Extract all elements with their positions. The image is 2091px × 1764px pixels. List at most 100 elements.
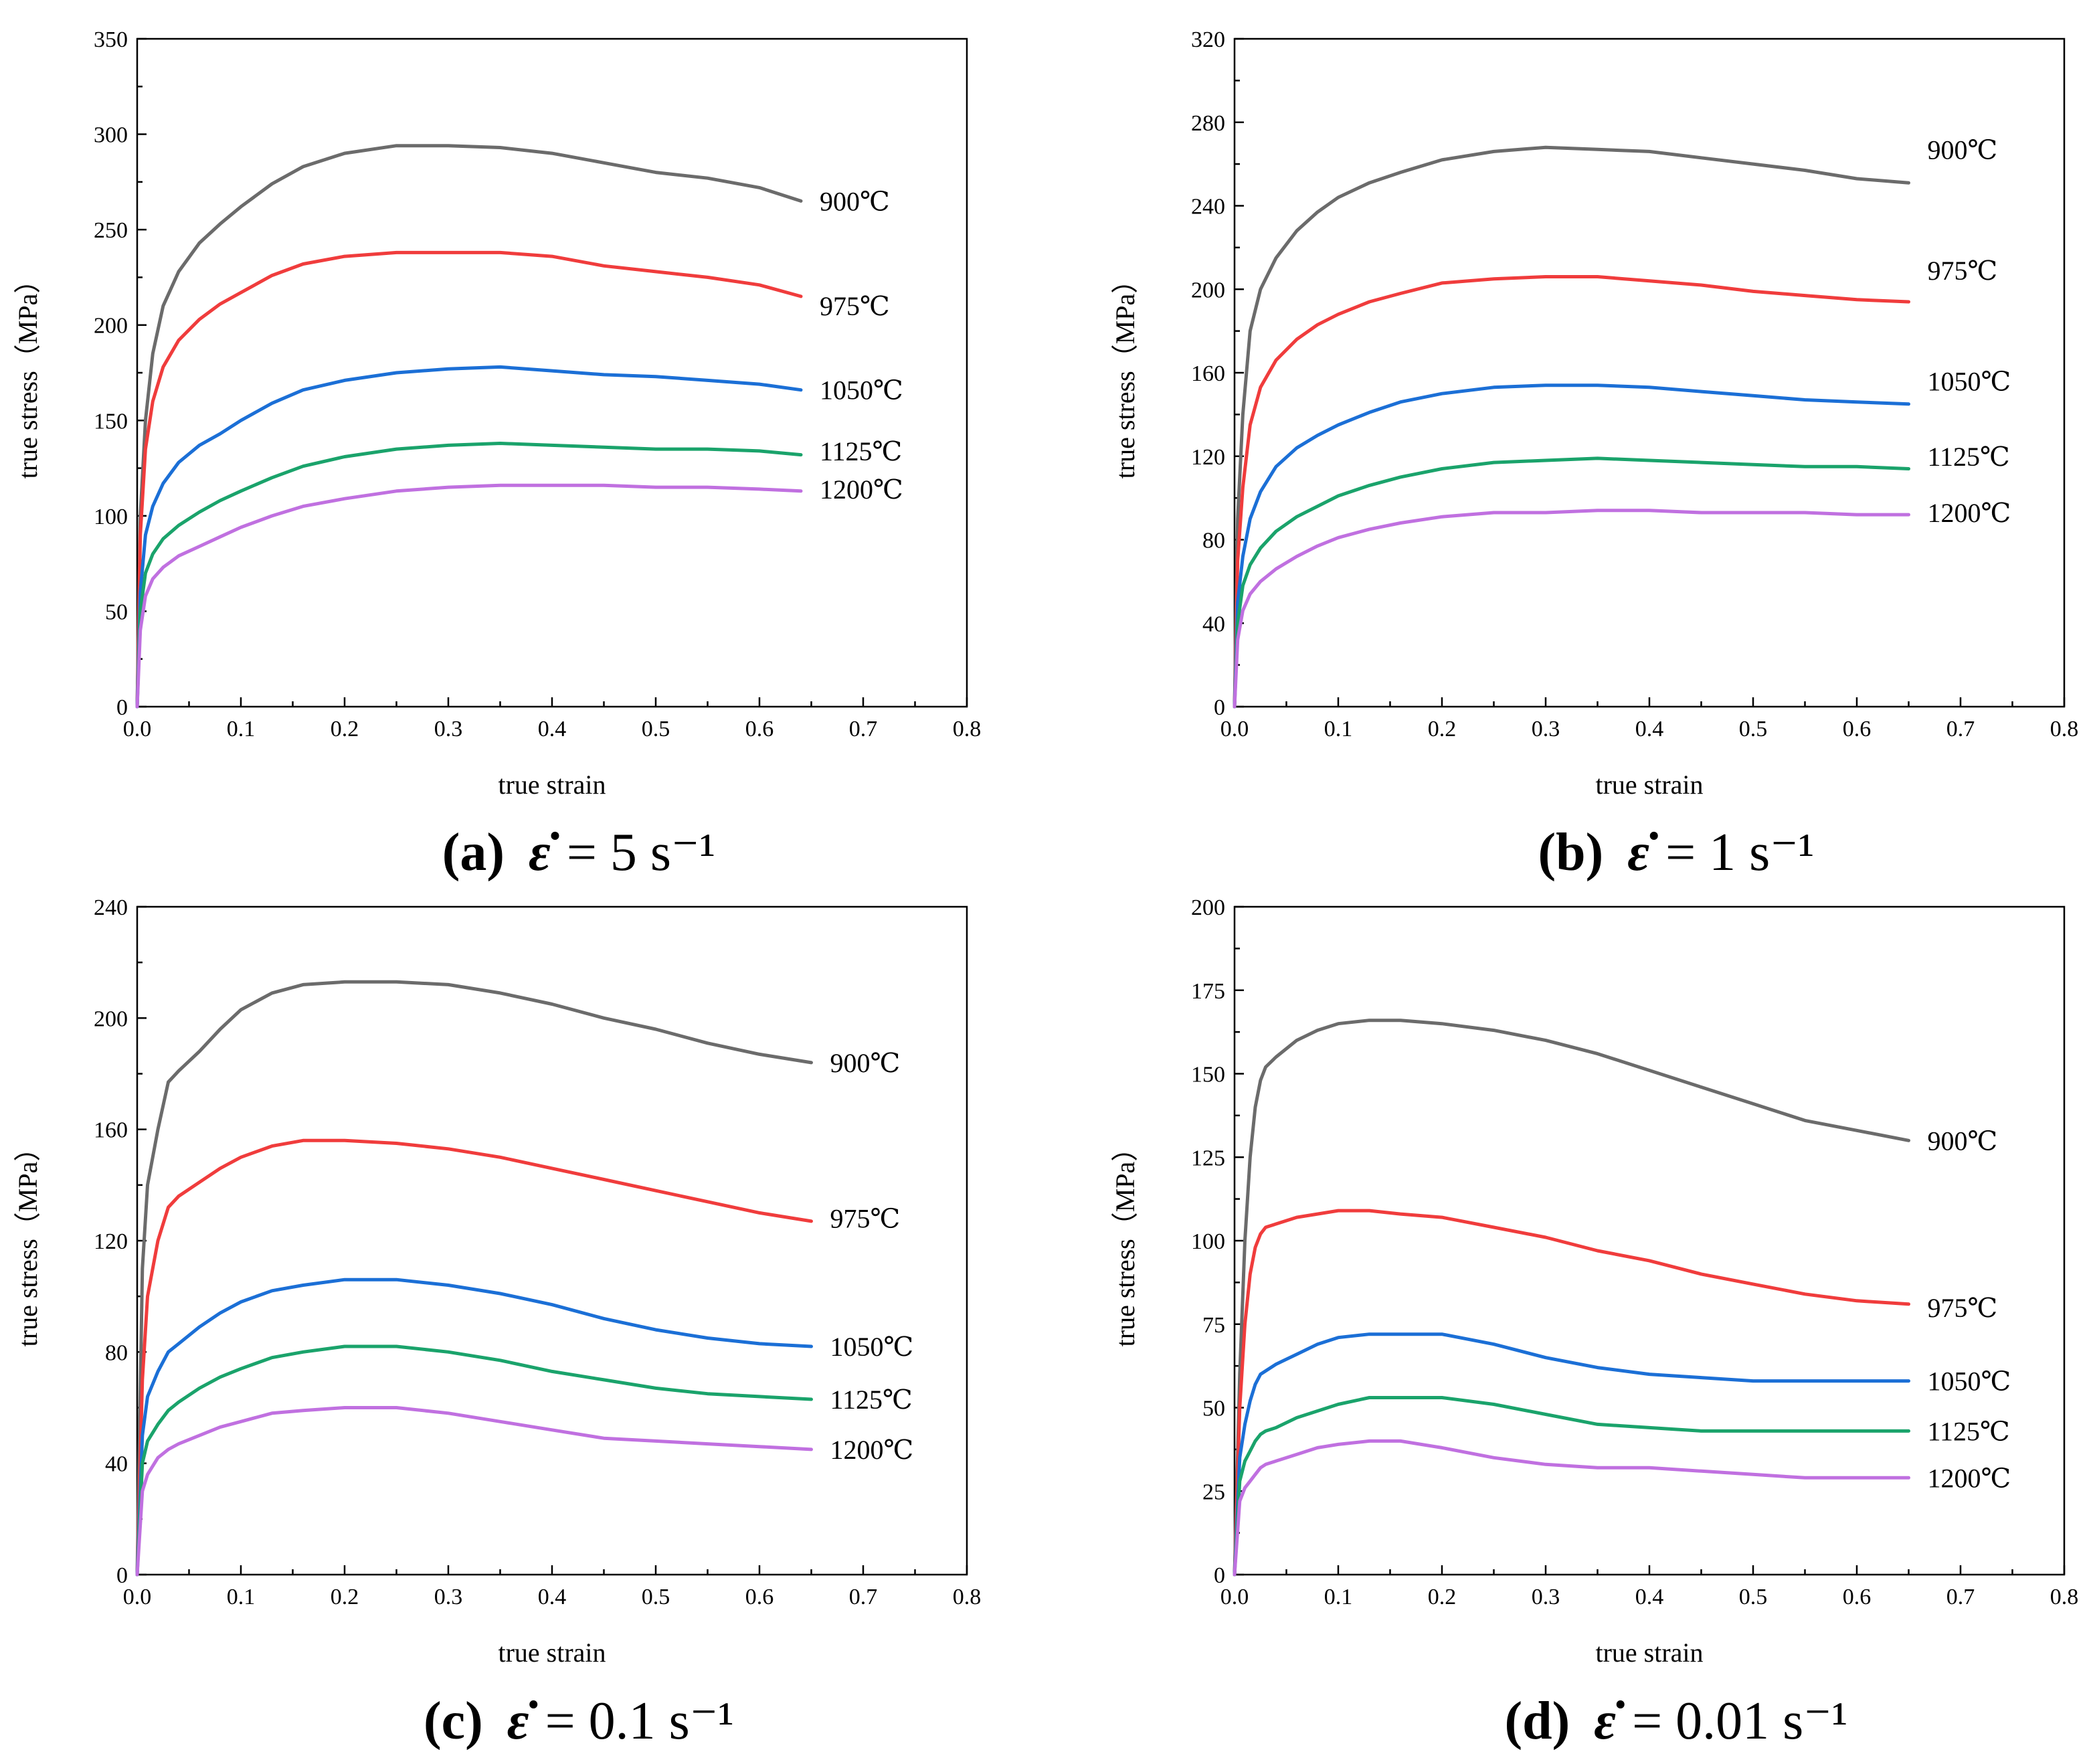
panel-caption: (c) ε̇ = 0.1 s⁻¹ [424,1692,734,1751]
x-tick-label: 0.6 [1843,1585,1872,1609]
y-tick-label: 200 [1191,278,1225,302]
panel-letter: (c) [424,1692,483,1751]
y-tick-label: 150 [1191,1063,1225,1087]
series-label: 900℃ [830,1048,901,1078]
x-axis-title: true strain [498,1638,606,1668]
strain-rate-symbol: ε̇ [1627,823,1658,882]
x-tick-label: 0.0 [1220,1585,1249,1609]
x-tick-label: 0.3 [434,1585,463,1609]
x-tick-label: 0.8 [953,717,982,741]
y-tick-label: 125 [1191,1146,1225,1170]
x-axis-title: true strain [1595,1638,1703,1668]
series-label: 1200℃ [830,1435,914,1465]
y-tick-label: 120 [94,1229,128,1254]
y-tick-label: 150 [94,409,128,434]
x-tick-label: 0.5 [642,717,670,741]
y-axis-title: true stress（MPa） [13,1135,43,1347]
strain-rate-value: = 1 s⁻¹ [1665,823,1814,882]
panel-letter: (a) [442,823,505,882]
chart-panel: 0.0 0.1 0.2 0.3 0.4 0.5 0.6 0.7 0.8 0 25 50 75 100 125… [1110,895,2078,1751]
y-tick-label: 160 [1191,361,1225,386]
y-tick-label: 0 [1214,1563,1225,1588]
y-tick-label: 240 [94,895,128,920]
x-tick-label: 0.7 [1946,717,1975,741]
strain-rate-value: = 0.1 s⁻¹ [545,1692,734,1751]
x-tick-label: 0.7 [849,1585,878,1609]
series-label: 975℃ [1928,1293,1998,1323]
y-tick-label: 200 [94,314,128,339]
series-line [1233,456,1910,709]
x-tick-label: 0.1 [227,1585,256,1609]
series-line [1233,1396,1910,1577]
panel-letter: (b) [1538,823,1603,882]
x-tick-label: 0.1 [227,717,256,741]
y-tick-label: 240 [1191,195,1225,219]
series-label: 1125℃ [830,1385,913,1415]
y-tick-label: 0 [116,695,128,720]
y-axis-title: true stress（MPa） [1110,267,1140,479]
y-tick-label: 100 [94,505,128,529]
x-axis-title: true strain [1595,770,1703,800]
series-line [135,1277,813,1577]
series-label: 1050℃ [1928,366,2011,396]
x-tick-label: 0.2 [1428,1585,1457,1609]
series-label: 1125℃ [1928,442,2010,472]
y-tick-label: 80 [105,1340,128,1365]
series-label: 1125℃ [820,436,902,466]
series-label: 975℃ [820,291,890,321]
y-axis-title: true stress（MPa） [13,267,43,479]
chart-panel: 0.0 0.1 0.2 0.3 0.4 0.5 0.6 0.7 0.8 0 50 100 150 200 2… [13,27,981,882]
series-line [135,250,803,709]
strain-rate-symbol: ε̇ [507,1692,538,1751]
y-tick-label: 175 [1191,979,1225,1004]
x-tick-label: 0.6 [745,717,774,741]
series-label: 1125℃ [1928,1416,2010,1446]
series-line [135,483,803,709]
x-tick-label: 0.4 [538,717,567,741]
series-label: 900℃ [1928,1126,1998,1156]
series-line [1233,275,1910,709]
y-tick-label: 250 [94,218,128,243]
plot-frame [136,37,968,708]
y-tick-label: 100 [1191,1229,1225,1254]
x-tick-label: 0.1 [1324,717,1353,741]
x-tick-label: 0.4 [538,1585,567,1609]
x-tick-label: 0.5 [1739,717,1768,741]
x-tick-label: 0.0 [123,1585,152,1609]
x-tick-label: 0.2 [331,1585,359,1609]
x-tick-label: 0.2 [331,717,359,741]
series-line [1233,383,1910,709]
y-tick-label: 0 [116,1563,128,1588]
series-line [1233,1209,1910,1577]
panel-letter: (d) [1504,1692,1570,1751]
x-tick-label: 0.3 [1532,717,1560,741]
x-tick-label: 0.8 [2050,1585,2079,1609]
series-label: 1050℃ [830,1332,914,1362]
strain-rate-symbol: ε̇ [1594,1692,1625,1751]
x-tick-label: 0.2 [1428,717,1457,741]
strain-rate-symbol: ε̇ [529,823,559,882]
y-tick-label: 40 [1202,612,1225,636]
x-tick-label: 0.6 [1843,717,1872,741]
series-label: 1050℃ [820,375,903,406]
y-tick-label: 160 [94,1118,128,1143]
x-tick-label: 0.3 [1532,1585,1560,1609]
x-tick-label: 0.3 [434,717,463,741]
x-tick-label: 0.5 [1739,1585,1768,1609]
series-line [135,1406,813,1577]
x-tick-label: 0.1 [1324,1585,1353,1609]
series-label: 975℃ [830,1204,901,1234]
series-label: 1200℃ [820,474,903,505]
x-tick-label: 0.4 [1635,717,1664,741]
series-line [1233,1332,1910,1577]
y-tick-label: 25 [1202,1480,1225,1504]
y-tick-label: 50 [105,600,128,624]
x-tick-label: 0.0 [1220,717,1249,741]
y-tick-label: 40 [105,1452,128,1477]
series-line [135,365,803,709]
x-tick-label: 0.7 [1946,1585,1975,1609]
y-tick-label: 0 [1214,695,1225,720]
x-axis-title: true strain [498,770,606,800]
strain-rate-value: = 0.01 s⁻¹ [1632,1692,1847,1751]
series-label: 900℃ [820,186,890,216]
